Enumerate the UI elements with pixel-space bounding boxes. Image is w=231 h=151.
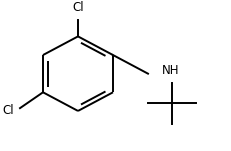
Text: NH: NH xyxy=(162,64,179,77)
Text: Cl: Cl xyxy=(2,104,14,117)
Text: Cl: Cl xyxy=(72,1,84,14)
